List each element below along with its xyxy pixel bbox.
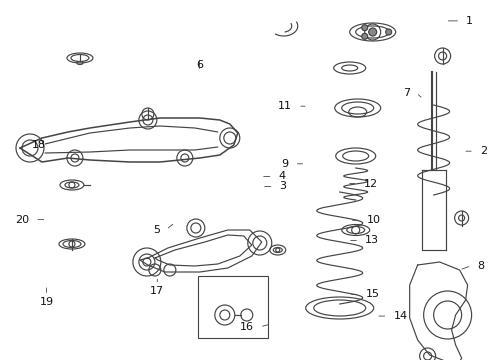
Text: 9: 9 <box>281 159 288 169</box>
Text: 13: 13 <box>365 235 378 246</box>
Text: 19: 19 <box>39 297 53 307</box>
Circle shape <box>385 29 391 35</box>
Text: 8: 8 <box>476 261 484 271</box>
Text: 16: 16 <box>240 322 253 332</box>
Text: 5: 5 <box>153 225 160 235</box>
Circle shape <box>361 33 367 39</box>
Bar <box>198 276 267 338</box>
Text: 4: 4 <box>278 171 285 181</box>
Text: 3: 3 <box>279 181 286 192</box>
Text: 17: 17 <box>150 287 164 296</box>
Text: 1: 1 <box>465 16 472 26</box>
Text: 7: 7 <box>402 88 409 98</box>
Text: 10: 10 <box>366 215 380 225</box>
Text: 2: 2 <box>479 146 486 156</box>
Text: 18: 18 <box>32 140 46 149</box>
Text: 15: 15 <box>365 289 379 300</box>
Text: 20: 20 <box>15 215 29 225</box>
Circle shape <box>361 25 367 31</box>
Circle shape <box>368 28 376 36</box>
Text: 11: 11 <box>278 101 291 111</box>
Text: 12: 12 <box>363 179 377 189</box>
Text: 6: 6 <box>196 60 203 69</box>
Text: 14: 14 <box>393 311 407 321</box>
